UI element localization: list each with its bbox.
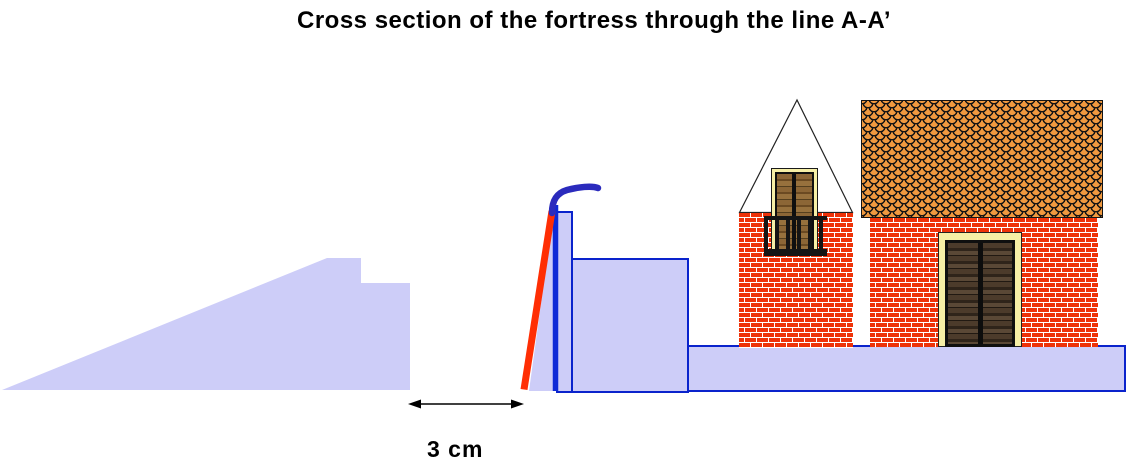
base-platform bbox=[687, 345, 1126, 392]
red-leaning-strut bbox=[520, 210, 556, 391]
wall-block-mid bbox=[571, 258, 689, 393]
earth-rampart-shape bbox=[2, 258, 410, 390]
balcony-railing bbox=[764, 216, 827, 256]
page-title: Cross section of the fortress through th… bbox=[297, 7, 891, 34]
dimension-arrow bbox=[408, 399, 524, 409]
blue-flag-curve bbox=[548, 183, 602, 217]
house-double-door bbox=[945, 240, 1015, 347]
leaning-mast-group bbox=[520, 183, 602, 391]
house-tiled-roof bbox=[861, 100, 1103, 218]
dimension-label: 3 cm bbox=[427, 436, 484, 462]
